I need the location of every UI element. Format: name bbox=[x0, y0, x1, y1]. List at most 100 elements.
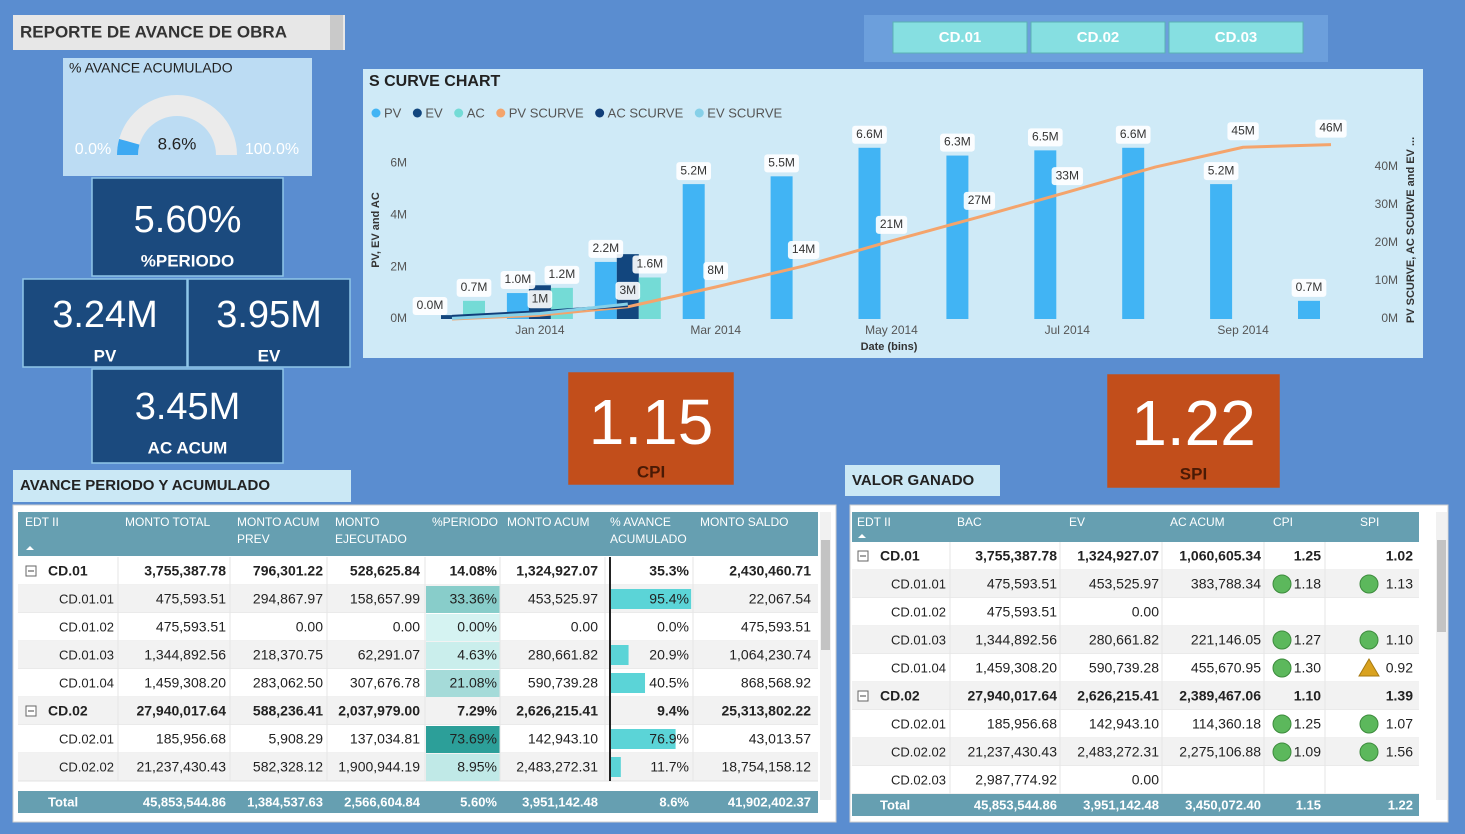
kpi-card bbox=[22, 278, 188, 368]
line bbox=[451, 143, 1332, 321]
column-header[interactable]: MONTO SALDO bbox=[700, 515, 788, 529]
cell: 0.00 bbox=[1132, 604, 1159, 620]
cell: 294,867.97 bbox=[253, 591, 323, 607]
column-header[interactable]: MONTO EJECUTADO bbox=[335, 515, 407, 546]
filter-button[interactable] bbox=[1030, 21, 1166, 54]
bar bbox=[1210, 184, 1233, 319]
cell: 2,037,979.00 bbox=[338, 703, 420, 719]
total-cell: 1.22 bbox=[1388, 797, 1413, 812]
scrollbar[interactable] bbox=[1436, 512, 1447, 800]
data-bar bbox=[611, 645, 629, 665]
cell: 221,146.05 bbox=[1191, 632, 1261, 648]
table-row bbox=[18, 725, 818, 753]
column-header[interactable]: MONTO ACUM PREV bbox=[237, 515, 319, 546]
legend-marker bbox=[694, 108, 704, 118]
row-label: CD.02.01 bbox=[59, 731, 114, 746]
row-label: CD.02.03 bbox=[891, 772, 946, 787]
data-label-box bbox=[632, 255, 668, 274]
filter-label[interactable]: CD.01 bbox=[939, 29, 982, 46]
kpi-value: 1.15 bbox=[589, 386, 714, 458]
column-header[interactable]: MONTO ACUM bbox=[507, 515, 589, 529]
total-row bbox=[852, 794, 1419, 816]
column-header[interactable]: CPI bbox=[1273, 515, 1293, 529]
kpi-value: 3.24M bbox=[52, 294, 158, 336]
data-label: 45M bbox=[1231, 123, 1254, 137]
column-header[interactable]: SPI bbox=[1360, 515, 1379, 529]
row-label: CD.02.02 bbox=[59, 759, 114, 774]
data-label-box bbox=[1203, 162, 1239, 181]
kpi-card bbox=[568, 372, 734, 485]
column-header[interactable]: BAC bbox=[957, 515, 982, 529]
cell: 142,943.10 bbox=[528, 731, 598, 747]
cell: 2,626,215.41 bbox=[516, 703, 598, 719]
sort-arrow bbox=[858, 534, 866, 538]
column-header[interactable]: EV bbox=[1069, 515, 1085, 529]
status-ok bbox=[1359, 574, 1379, 594]
cell: 0.00 bbox=[1132, 772, 1159, 788]
row-label: CD.01.04 bbox=[891, 660, 946, 675]
row-label: CD.02 bbox=[880, 688, 920, 704]
cell: 1.25 bbox=[1294, 548, 1321, 564]
row-label: CD.01 bbox=[880, 548, 920, 564]
row-label: CD.01 bbox=[48, 563, 88, 579]
cell: 280,661.82 bbox=[1089, 632, 1159, 648]
column-header[interactable]: %PERIODO bbox=[432, 515, 498, 529]
cell: 21,237,430.43 bbox=[967, 744, 1057, 760]
cell: 1.25 bbox=[1294, 716, 1321, 732]
cell: 283,062.50 bbox=[253, 675, 323, 691]
scroll-thumb[interactable] bbox=[821, 540, 830, 650]
data-bar bbox=[611, 589, 692, 609]
status-ok bbox=[1272, 742, 1292, 762]
cell: 22,067.54 bbox=[749, 591, 811, 607]
row-label: CD.02.01 bbox=[891, 716, 946, 731]
cell: 2,430,460.71 bbox=[729, 563, 811, 579]
table-row bbox=[18, 669, 818, 697]
data-label-box bbox=[1027, 128, 1063, 147]
data-label-box bbox=[676, 162, 712, 181]
column-header[interactable]: MONTO TOTAL bbox=[125, 515, 210, 529]
column-header[interactable]: EDT II bbox=[25, 515, 59, 529]
title-box bbox=[13, 15, 345, 50]
cell: 2,389,467.06 bbox=[1179, 688, 1261, 704]
cell: 1,459,308.20 bbox=[975, 660, 1057, 676]
y-tick-label: 2M bbox=[390, 259, 407, 273]
x-tick-label: Jan 2014 bbox=[515, 323, 565, 337]
data-label-box bbox=[963, 191, 996, 210]
data-label: 27M bbox=[968, 193, 991, 207]
total-cell: 3,450,072.40 bbox=[1185, 797, 1261, 812]
kpi-label: PV bbox=[94, 346, 117, 365]
gauge-track bbox=[117, 95, 237, 155]
cell: 1.10 bbox=[1386, 632, 1413, 648]
scrollbar[interactable] bbox=[820, 512, 831, 800]
total-cell: 2,566,604.84 bbox=[344, 794, 421, 809]
filter-button[interactable] bbox=[892, 21, 1028, 54]
bar bbox=[858, 147, 881, 319]
status-ok bbox=[1359, 630, 1379, 650]
cell: 0.0% bbox=[657, 619, 689, 635]
filter-label[interactable]: CD.03 bbox=[1215, 29, 1258, 46]
kpi-label: CPI bbox=[637, 462, 665, 481]
bar bbox=[638, 277, 661, 319]
data-label: 1.0M bbox=[505, 272, 532, 286]
row-label: CD.01.02 bbox=[59, 619, 114, 634]
column-header[interactable]: EDT II bbox=[857, 515, 891, 529]
cell: 475,593.51 bbox=[156, 591, 226, 607]
data-label-box bbox=[1227, 122, 1259, 141]
column-header[interactable]: % AVANCE ACUMULADO bbox=[610, 515, 687, 546]
cell: 5,908.29 bbox=[269, 731, 324, 747]
table-title-box bbox=[13, 470, 351, 502]
filter-label[interactable]: CD.02 bbox=[1077, 29, 1120, 46]
data-label: 0.7M bbox=[461, 280, 488, 294]
cell: 1.13 bbox=[1386, 576, 1413, 592]
scroll-thumb[interactable] bbox=[1437, 540, 1446, 632]
cell: 35.3% bbox=[649, 563, 689, 579]
column-header[interactable]: AC ACUM bbox=[1170, 515, 1225, 529]
total-cell: 45,853,544.86 bbox=[143, 794, 226, 809]
filter-button[interactable] bbox=[1168, 21, 1304, 54]
legend-marker bbox=[412, 108, 422, 118]
row-label: CD.01.01 bbox=[59, 591, 114, 606]
table-row bbox=[18, 613, 818, 641]
kpi-card bbox=[1107, 374, 1280, 488]
legend-label: PV SCURVE bbox=[509, 105, 584, 120]
cell: 1,324,927.07 bbox=[516, 563, 598, 579]
